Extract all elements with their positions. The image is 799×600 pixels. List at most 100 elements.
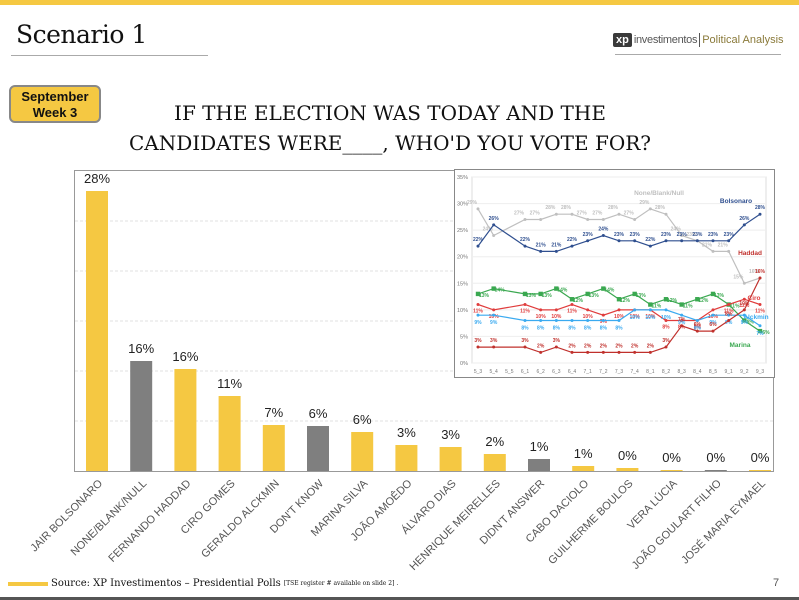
trend-point	[727, 239, 731, 243]
trend-point	[570, 212, 574, 216]
trend-point	[663, 297, 669, 302]
trend-point-label: 9%	[741, 320, 749, 326]
trend-series-alckmin: 9% 9%8% 8% 8% 8% 8% 8% 8%10% 10% 10%9%8%9% 9% 9%7%	[474, 308, 764, 337]
trend-point-label: 12%	[739, 303, 750, 309]
trend-point-label: 11%	[651, 304, 661, 310]
trend-point-label: 6%	[709, 322, 717, 328]
trend-x-tick: 7_1	[583, 369, 592, 375]
trend-line	[477, 213, 761, 252]
trend-point	[601, 233, 605, 237]
trend-point	[586, 318, 590, 322]
trend-point	[633, 218, 637, 222]
trend-point-label: 6%	[694, 322, 702, 328]
trend-x-tick: 7_4	[630, 369, 639, 375]
trend-point	[476, 303, 480, 307]
trend-point-label: 22%	[645, 237, 656, 243]
trend-point-label: 8%	[553, 325, 561, 331]
bar	[307, 426, 329, 471]
bar	[174, 369, 197, 471]
trend-point-label: 14%	[495, 288, 506, 294]
trend-point-label: 13%	[589, 293, 600, 299]
trend-y-tick: 10%	[457, 308, 468, 314]
trend-point-label: 11%	[473, 309, 483, 315]
trend-point-label: 8%	[521, 325, 529, 331]
trend-series-annotation: Alckmin	[743, 314, 768, 321]
trend-point-label: 2%	[631, 343, 639, 349]
trend-point	[680, 233, 684, 237]
trend-series-none-blank-null: 29%24%27% 27%28% 28%27% 27%28%27%29%28%24%2…	[467, 200, 762, 285]
logo-separator	[699, 33, 701, 47]
trend-point-label: 27%	[514, 211, 525, 217]
trend-point	[554, 286, 559, 291]
bar-category-label: JOSÉ MARIA EYMAEL	[679, 477, 769, 567]
trend-point-label: 21%	[536, 242, 547, 248]
trend-point	[523, 303, 527, 307]
trend-point-label: 10%	[739, 301, 750, 307]
source-note: Source: XP Investimentos – Presidential …	[8, 578, 398, 589]
trend-point-label: 21%	[551, 242, 562, 248]
question-title: IF THE ELECTION WAS TODAY AND THE CANDID…	[90, 98, 690, 158]
trend-point-label: 3%	[490, 338, 498, 344]
trend-point-label: 9%	[709, 320, 717, 326]
trend-point-label: 27%	[592, 211, 603, 217]
trend-series-marina: 13%14%13% 13%14%12%13%14%12%13%11%12%11%1…	[475, 286, 770, 336]
bar	[572, 466, 595, 471]
trend-x-tick: 6_4	[568, 369, 577, 375]
trend-point	[680, 318, 684, 322]
trend-point	[492, 345, 496, 349]
trend-point-label: 8%	[694, 325, 702, 331]
trend-point-label: 21%	[718, 242, 729, 248]
trend-y-tick: 15%	[457, 281, 468, 287]
trend-point-label: 23%	[661, 232, 672, 238]
trend-point	[695, 318, 699, 322]
trend-point	[648, 302, 653, 307]
trend-point-label: 10%	[614, 314, 625, 320]
bar-data-label: 0%	[751, 450, 770, 465]
trend-point	[727, 249, 731, 253]
trend-point	[648, 308, 652, 312]
bar	[616, 468, 639, 471]
trend-point-label: 14%	[557, 288, 568, 294]
bar-data-label: 0%	[706, 450, 725, 465]
trend-point-label: 2%	[600, 343, 608, 349]
bar	[218, 396, 241, 471]
trend-point-label: 6%	[762, 330, 770, 336]
source-register-note: [TSE register # available on slide 2] .	[283, 580, 399, 587]
trend-point-label: 11%	[520, 309, 530, 315]
question-line-1: IF THE ELECTION WAS TODAY AND THE	[174, 101, 606, 125]
trend-point-label: 10%	[489, 314, 500, 320]
trend-point	[539, 318, 543, 322]
trend-point	[586, 239, 590, 243]
bar-data-label: 3%	[441, 427, 460, 442]
trend-x-tick: 6_3	[552, 369, 561, 375]
bar	[262, 425, 285, 471]
trend-x-tick: 7_3	[615, 369, 624, 375]
bar	[483, 454, 506, 471]
trend-point-label: 10%	[645, 314, 656, 320]
trend-point-label: 3%	[553, 338, 561, 344]
trend-point-label: 8%	[584, 325, 592, 331]
trend-point	[586, 350, 590, 354]
week-badge-week: Week 3	[32, 105, 78, 120]
trend-x-tick: 5_5	[505, 369, 514, 375]
trend-point	[522, 291, 528, 297]
trend-point	[742, 308, 746, 312]
trend-line	[477, 287, 761, 332]
trend-point-label: 2%	[615, 343, 623, 349]
trend-point-label: 13%	[526, 293, 537, 299]
trend-series-annotation: Bolsonaro	[720, 198, 752, 205]
trend-point	[569, 297, 575, 302]
trend-point	[476, 244, 480, 248]
trend-point-label: 2%	[584, 343, 592, 349]
bar-data-label: 1%	[574, 446, 593, 461]
trend-point-label: 13%	[636, 293, 647, 299]
trend-x-tick: 8_5	[709, 369, 718, 375]
xp-logo-name: investimentos	[633, 34, 698, 46]
trend-series-bolsonaro: 22%26%22%21% 21%22%23%24%23% 23%22%23% 23% 2…	[473, 205, 766, 253]
trend-point	[758, 276, 762, 280]
trend-point	[492, 233, 496, 237]
trend-line	[478, 309, 761, 327]
bar	[86, 191, 108, 471]
trend-point-label: 22%	[473, 237, 484, 243]
trend-point-label: 2%	[568, 343, 576, 349]
